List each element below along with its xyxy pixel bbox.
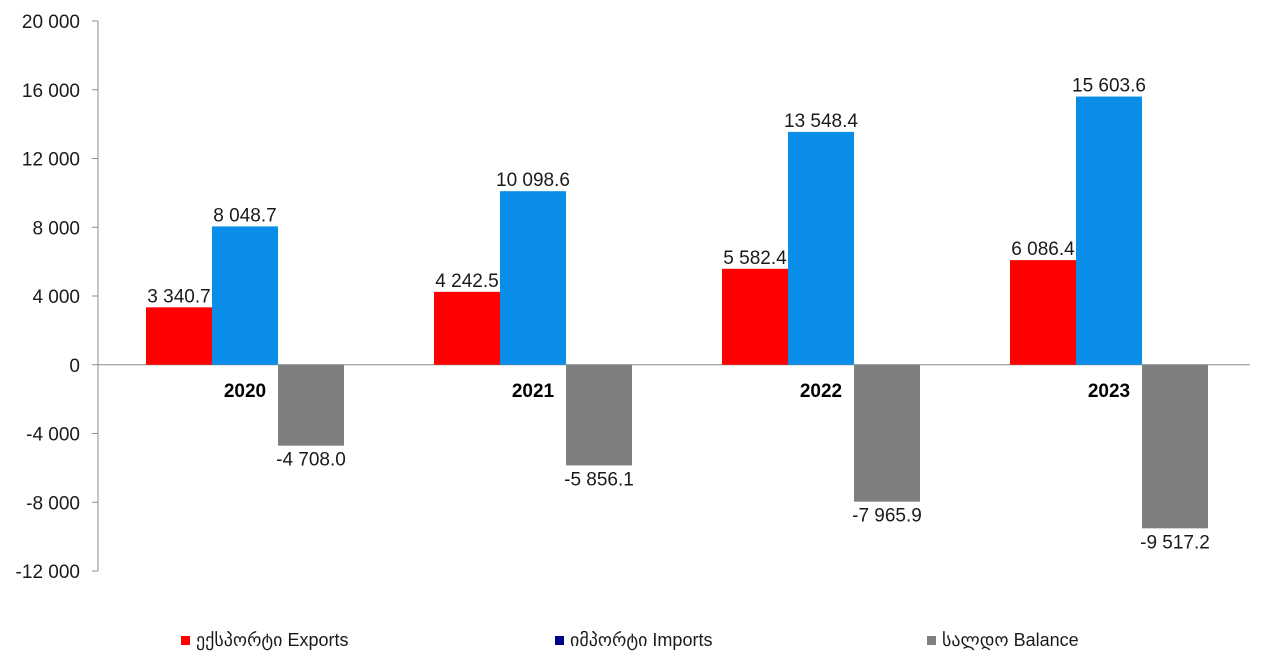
data-label: 4 242.5: [435, 271, 498, 292]
legend-swatch-exports: [181, 636, 190, 645]
bar-exports-2020: [146, 307, 212, 365]
bar-imports-2022: [788, 131, 854, 365]
data-label: 3 340.7: [147, 286, 210, 307]
y-tick-label: 12 000: [22, 150, 80, 171]
y-tick-label: 8 000: [32, 218, 80, 239]
y-tick-label: -8 000: [26, 493, 80, 514]
legend-label-exports: ექსპორტი Exports: [196, 630, 349, 650]
data-label: 13 548.4: [784, 111, 858, 132]
data-label: -5 856.1: [564, 469, 634, 490]
data-label: 6 086.4: [1011, 239, 1075, 260]
data-label: 10 098.6: [496, 170, 570, 191]
bar-balance-2021: [566, 364, 632, 466]
y-tick-label: -12 000: [16, 562, 80, 583]
y-tick-label: -4 000: [26, 425, 80, 446]
data-label: 8 048.7: [213, 205, 276, 226]
bar-imports-2023: [1076, 96, 1142, 365]
data-label: -9 517.2: [1140, 532, 1210, 553]
data-label: 5 582.4: [723, 248, 787, 269]
legend-swatch-imports: [555, 636, 564, 645]
category-label: 2021: [512, 381, 555, 402]
y-tick-label: 4 000: [32, 287, 80, 308]
bar-balance-2020: [278, 364, 344, 446]
y-tick-label: 0: [69, 356, 80, 377]
bar-imports-2021: [500, 191, 566, 365]
bar-exports-2022: [722, 268, 788, 365]
legend-swatch-balance: [927, 636, 936, 645]
bar-exports-2021: [434, 291, 500, 365]
bar-chart: 20 000 16 000 12 000 8 000 4 000 0 -4 000 -8 00…: [16, 12, 1250, 583]
data-label: -4 708.0: [276, 450, 346, 471]
legend-item-balance: სალდო Balance: [927, 630, 1079, 651]
bar-exports-2023: [1010, 260, 1076, 365]
legend: ექსპორტი Exports იმპორტი Imports სალდო B…: [0, 630, 1272, 654]
category-label: 2020: [224, 381, 266, 402]
bar-imports-2020: [212, 226, 278, 365]
data-label: 15 603.6: [1072, 76, 1146, 97]
bar-balance-2023: [1142, 364, 1208, 529]
bar-balance-2022: [854, 364, 920, 502]
y-tick-label: 16 000: [22, 81, 80, 102]
y-tick-label: 20 000: [22, 12, 80, 33]
legend-label-balance: სალდო Balance: [942, 630, 1079, 650]
data-label: -7 965.9: [852, 506, 922, 527]
category-label: 2022: [800, 381, 842, 402]
legend-item-imports: იმპორტი Imports: [555, 630, 712, 651]
legend-item-exports: ექსპორტი Exports: [181, 630, 349, 651]
legend-label-imports: იმპორტი Imports: [570, 630, 713, 650]
category-label: 2023: [1088, 381, 1130, 402]
